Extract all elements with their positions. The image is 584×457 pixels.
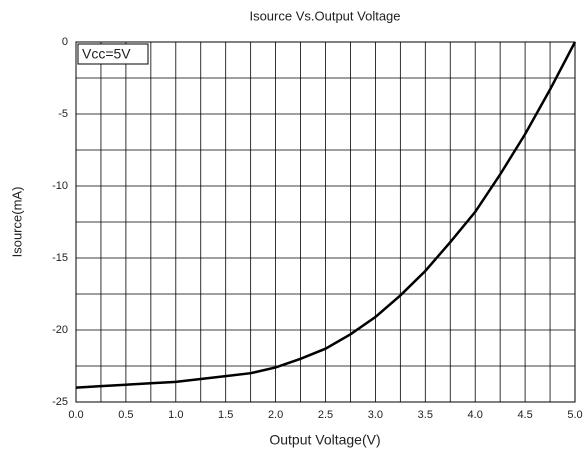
x-tick-label: 2.5 xyxy=(318,409,333,421)
y-tick-label: -20 xyxy=(52,324,68,336)
data-line xyxy=(75,41,577,389)
x-tick-label: 2.0 xyxy=(268,409,283,421)
chart-title: Isource Vs.Output Voltage xyxy=(249,8,400,23)
y-tick-label: -5 xyxy=(58,108,68,120)
x-tick-label: 0.0 xyxy=(68,409,83,421)
x-tick-label: 0.5 xyxy=(118,409,133,421)
x-tick-label: 3.0 xyxy=(368,409,383,421)
x-tick-label: 3.5 xyxy=(418,409,433,421)
x-tick-label: 5.0 xyxy=(567,409,582,421)
y-tick-label: -10 xyxy=(52,180,68,192)
x-tick-label: 1.0 xyxy=(168,409,183,421)
x-tick-label: 4.5 xyxy=(517,409,532,421)
annotation: Vcc=5V xyxy=(82,46,131,62)
x-tick-label: 1.5 xyxy=(218,409,233,421)
y-tick-label: 0 xyxy=(62,36,68,48)
y-tick-label: -25 xyxy=(52,396,68,408)
x-tick-label: 4.0 xyxy=(468,409,483,421)
annotation-box xyxy=(77,43,149,65)
y-tick-label: -15 xyxy=(52,252,68,264)
y-axis-label: Isource(mA) xyxy=(9,187,24,258)
x-axis-label: Output Voltage(V) xyxy=(269,432,380,448)
